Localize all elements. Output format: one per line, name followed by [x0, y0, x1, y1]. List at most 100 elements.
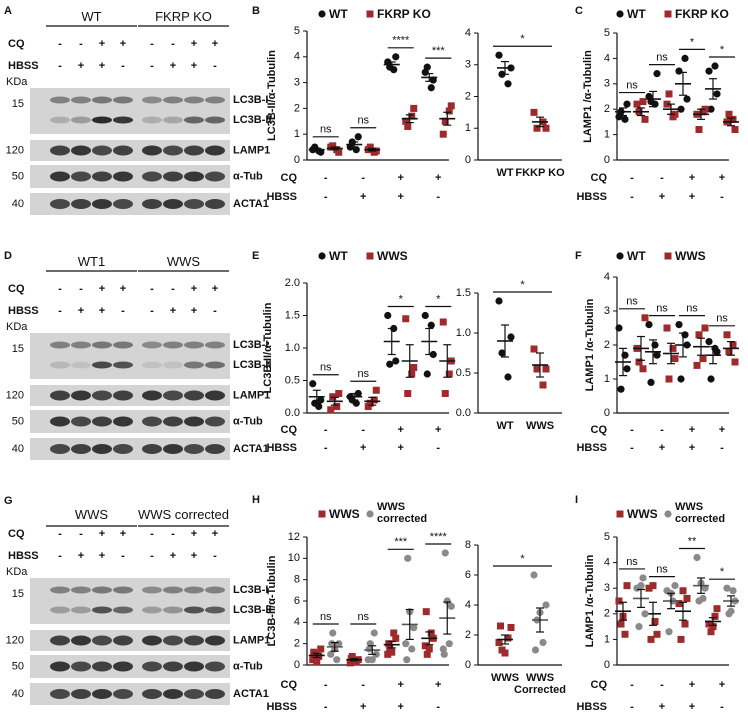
y-tick-label: 5	[604, 531, 610, 543]
data-point	[441, 117, 449, 125]
data-point	[346, 659, 354, 667]
data-point	[388, 648, 396, 656]
blot-membrane	[30, 88, 230, 134]
data-point	[439, 318, 447, 326]
data-point	[542, 601, 550, 609]
y-tick-label: 6	[465, 569, 471, 581]
treatment-value: +	[170, 60, 176, 72]
y-tick-label: 3	[604, 582, 610, 594]
blot-band	[92, 606, 112, 614]
blot-band	[205, 661, 225, 672]
blot-band	[50, 171, 70, 182]
data-point	[309, 656, 317, 664]
data-point	[445, 640, 453, 648]
data-point	[542, 365, 550, 373]
treatment-label: HBSS	[8, 305, 39, 317]
blot-band	[142, 661, 162, 672]
blot-band	[163, 606, 183, 614]
treatment-value: +	[99, 528, 105, 540]
treatment-value: -	[58, 528, 62, 540]
data-point	[441, 390, 449, 397]
blot-band	[163, 586, 183, 594]
data-point	[635, 623, 643, 631]
blot-band	[205, 116, 225, 124]
data-point	[392, 634, 400, 642]
treatment-value: +	[360, 191, 366, 203]
protein-label: ACTA1	[233, 688, 269, 700]
data-point	[445, 107, 453, 115]
blot-band	[71, 689, 91, 699]
protein-label: LC3B-II	[233, 114, 272, 126]
legend-label: WWS	[329, 506, 360, 521]
blot-band	[71, 341, 91, 349]
blot-band	[113, 635, 133, 646]
blot-band	[92, 341, 112, 349]
data-point	[423, 63, 431, 71]
data-point	[539, 638, 547, 647]
y-tick-label: 1.0	[456, 327, 471, 339]
y-tick-label: 1.5	[456, 287, 471, 299]
x-tick-label: WWS Corrected	[514, 672, 566, 696]
data-point	[501, 649, 509, 657]
data-point	[679, 587, 687, 595]
treatment-value: -	[324, 442, 328, 454]
data-point	[693, 361, 701, 369]
data-point	[352, 146, 360, 154]
blot-band	[71, 116, 91, 124]
blot-band	[50, 145, 70, 156]
data-point	[385, 640, 393, 648]
blot-band	[71, 606, 91, 614]
data-point	[649, 582, 657, 590]
legend-marker	[664, 510, 672, 518]
significance-label: ****	[430, 531, 448, 543]
data-point	[729, 587, 737, 595]
data-point	[633, 100, 641, 108]
treatment-value: -	[324, 424, 328, 436]
y-tick-label: 10	[288, 552, 300, 564]
significance-label: **	[688, 535, 697, 547]
data-point	[327, 650, 335, 658]
data-point	[335, 390, 343, 397]
blot-band	[163, 145, 183, 156]
blot-band	[50, 96, 70, 104]
data-point	[699, 355, 707, 363]
blot-band	[92, 661, 112, 672]
treatment-value: +	[435, 424, 441, 436]
data-point	[402, 640, 410, 648]
blot-band	[71, 416, 91, 427]
treatment-value: -	[150, 305, 154, 317]
y-axis-label: LAMP1 /α-Tubulin	[584, 298, 596, 391]
data-point	[669, 344, 677, 352]
data-point	[615, 324, 623, 332]
legend-marker	[616, 510, 624, 518]
data-point	[693, 553, 701, 562]
y-axis-label: LC3B-II/α-Tubulin	[266, 50, 278, 141]
treatment-value: +	[120, 38, 126, 50]
protein-label: α-Tub	[233, 660, 263, 672]
data-point	[354, 133, 362, 141]
blot-band	[184, 606, 204, 614]
treatment-value: -	[630, 191, 634, 203]
significance-label: *	[436, 293, 441, 305]
blot-band	[50, 635, 70, 646]
data-point	[504, 373, 512, 381]
data-point	[370, 629, 378, 637]
blot-band	[50, 361, 70, 369]
treatment-value: +	[78, 305, 84, 317]
blot-band	[184, 96, 204, 104]
legend-marker	[616, 252, 624, 260]
blot-band	[142, 416, 162, 427]
data-point	[372, 386, 380, 394]
y-tick-label: 3	[604, 305, 610, 317]
data-point	[707, 628, 715, 636]
data-point	[313, 658, 321, 666]
treatment-value: -	[720, 442, 724, 454]
treatment-value: +	[398, 701, 404, 713]
y-tick-label: 0.5	[456, 367, 471, 379]
blot-band	[92, 116, 112, 124]
blot-band	[142, 361, 162, 369]
treatment-value: -	[213, 550, 217, 562]
data-point	[404, 122, 412, 130]
blot-group-label: WWS	[74, 507, 109, 523]
